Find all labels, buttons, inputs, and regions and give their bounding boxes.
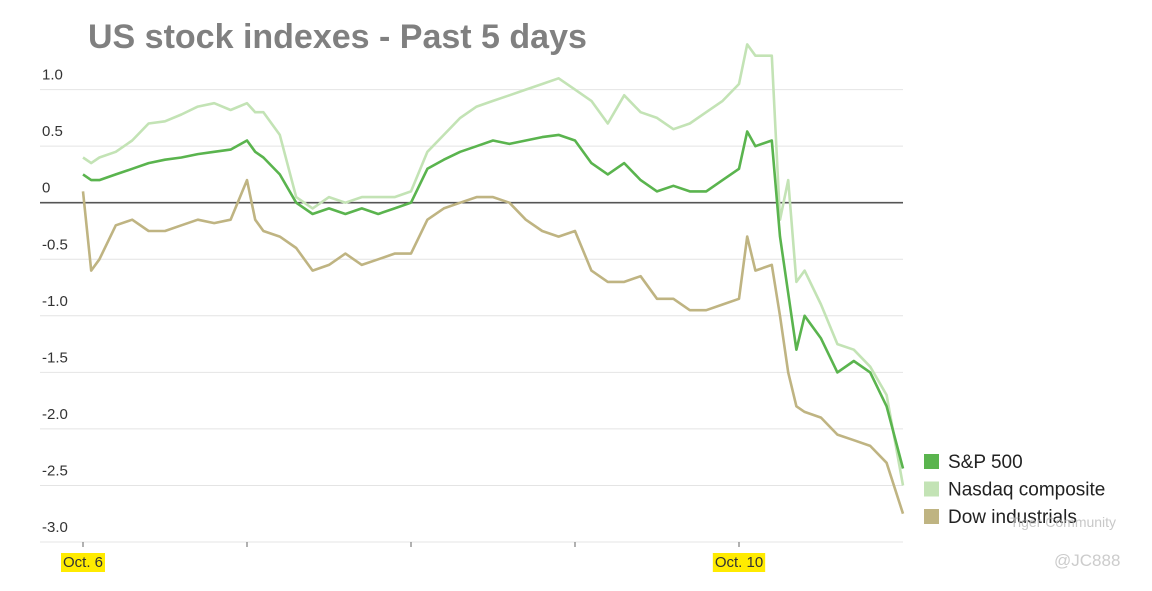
series-line <box>82 43 905 486</box>
legend-swatch <box>924 509 939 524</box>
legend-swatch <box>924 454 939 469</box>
y-tick-label: -2.5 <box>42 462 68 479</box>
x-tick-label: Oct. 10 <box>715 554 763 571</box>
y-tick-label: 0 <box>42 180 50 197</box>
y-tick-label: -0.5 <box>42 236 68 253</box>
x-tick-label: Oct. 6 <box>63 554 103 571</box>
y-tick-label: 1.0 <box>42 67 63 84</box>
series-line <box>82 130 905 469</box>
y-tick-label: -1.5 <box>42 349 68 366</box>
y-tick-label: -1.0 <box>42 293 68 310</box>
y-tick-label: -2.0 <box>42 406 68 423</box>
y-tick-label: 0.5 <box>42 123 63 140</box>
series-line <box>81 178 905 515</box>
legend-label: Dow industrials <box>948 507 1077 528</box>
x-tick-highlight <box>60 553 106 572</box>
watermark: @JC888 <box>1054 551 1120 570</box>
legend-label: S&P 500 <box>948 452 1023 473</box>
legend-label: Nasdaq composite <box>948 480 1105 501</box>
chart-title: US stock indexes - Past 5 days <box>88 18 587 56</box>
x-tick-highlight <box>712 553 766 572</box>
legend-swatch <box>924 481 939 497</box>
y-tick-label: -3.0 <box>42 519 68 536</box>
watermark: Tiger Community <box>1010 514 1116 530</box>
